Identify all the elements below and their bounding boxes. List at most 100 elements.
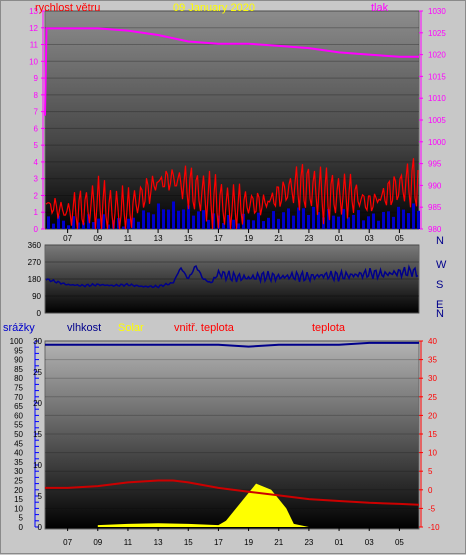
gust-base-bar xyxy=(417,210,420,229)
x-tick-label: 15 xyxy=(184,538,193,547)
humidity-tick-label: 40 xyxy=(14,449,23,458)
x-tick-label: 09 xyxy=(93,234,102,243)
gust-base-bar xyxy=(412,203,415,229)
temperature-tick-label: 30 xyxy=(428,374,437,383)
direction-tick-label: 90 xyxy=(32,292,41,301)
gust-base-bar xyxy=(152,214,155,229)
y-tick-label-left: 0 xyxy=(34,225,39,234)
humidity-tick-label: 50 xyxy=(14,430,23,439)
x-tick-label: 17 xyxy=(214,538,223,547)
gust-base-bar xyxy=(57,215,60,229)
humidity-tick-label: 0 xyxy=(19,523,24,532)
gust-base-bar xyxy=(272,211,275,229)
gust-base-bar xyxy=(107,224,110,229)
y-tick-label-right: 1020 xyxy=(428,51,446,60)
pressure-line xyxy=(44,27,419,116)
y-tick-label-left: 6 xyxy=(34,124,39,133)
x-tick-label: 15 xyxy=(184,234,193,243)
humidity-tick-label: 45 xyxy=(14,439,23,448)
gust-base-bar xyxy=(367,216,370,229)
compass-direction-label: E xyxy=(436,299,443,311)
gust-base-bar xyxy=(72,216,75,229)
y-tick-label-left: 10 xyxy=(29,57,38,66)
x-tick-label: 23 xyxy=(304,538,313,547)
direction-tick-label: 360 xyxy=(28,241,42,250)
wind-speed-line xyxy=(45,158,419,230)
gust-base-bar xyxy=(257,212,260,229)
x-tick-label: 07 xyxy=(63,538,72,547)
y-tick-label-left: 12 xyxy=(29,24,38,33)
humidity-tick-label: 95 xyxy=(14,346,23,355)
gust-base-bar xyxy=(327,209,330,229)
x-tick-label: 11 xyxy=(124,538,133,547)
gust-base-bar xyxy=(287,208,290,229)
y-tick-label-right: 985 xyxy=(428,203,442,212)
temperature-tick-label: -5 xyxy=(428,504,436,513)
rain-tick-label: 25 xyxy=(33,368,42,377)
y-tick-label-right: 995 xyxy=(428,160,442,169)
temperature-tick-label: 25 xyxy=(428,393,437,402)
gust-base-bar xyxy=(177,210,180,229)
wind-speed-label: rychlost větru xyxy=(35,2,100,14)
temperature-line xyxy=(45,479,420,506)
chart-date-title: 09 January 2020 xyxy=(173,2,255,14)
gust-base-bar xyxy=(337,216,340,229)
y-tick-label-right: 1025 xyxy=(428,29,446,38)
x-tick-label: 23 xyxy=(304,234,313,243)
gust-base-bar xyxy=(237,223,240,229)
humidity-tick-label: 35 xyxy=(14,458,23,467)
gust-base-bar xyxy=(202,210,205,229)
gust-base-bar xyxy=(277,218,280,229)
x-tick-label: 01 xyxy=(335,538,344,547)
y-tick-label-left: 2 xyxy=(34,191,39,200)
wind-pressure-panel: 0123456789101112139809859909951000100510… xyxy=(29,2,446,243)
gust-base-bar xyxy=(167,209,170,229)
x-tick-label: 19 xyxy=(244,234,253,243)
x-tick-label: 19 xyxy=(244,538,253,547)
y-tick-label-right: 1015 xyxy=(428,72,446,81)
temperature-tick-label: 20 xyxy=(428,411,437,420)
y-tick-label-left: 7 xyxy=(34,108,39,117)
humidity-tick-label: 15 xyxy=(14,495,23,504)
gust-base-bar xyxy=(122,226,125,229)
gust-base-bar xyxy=(87,214,90,229)
gust-base-bar xyxy=(162,209,165,229)
y-tick-label-left: 5 xyxy=(34,141,39,150)
gust-base-bar xyxy=(362,220,365,229)
y-tick-label-left: 11 xyxy=(30,41,39,50)
gust-base-bar xyxy=(187,205,190,229)
gust-base-bar xyxy=(192,215,195,229)
gust-base-bar xyxy=(292,215,295,229)
gust-base-bar xyxy=(247,219,250,229)
gust-base-bar xyxy=(232,219,235,229)
temperature-tick-label: 40 xyxy=(428,337,437,346)
gust-base-bar xyxy=(382,211,385,229)
temperature-tick-label: -10 xyxy=(428,523,440,532)
x-tick-label: 03 xyxy=(365,538,374,547)
gust-base-bar xyxy=(147,212,150,229)
solar-area xyxy=(97,483,309,527)
humidity-tick-label: 90 xyxy=(14,356,23,365)
humidity-tick-label: 5 xyxy=(19,514,24,523)
indoor-temperature-label: vnitř. teplota xyxy=(174,322,235,334)
gust-base-bar xyxy=(372,213,375,229)
gust-base-bar xyxy=(82,222,85,229)
rain-tick-label: 20 xyxy=(33,399,42,408)
gust-base-bar xyxy=(387,211,390,229)
gust-base-bar xyxy=(227,214,230,229)
gust-base-bar xyxy=(407,213,410,229)
gust-base-bar xyxy=(142,210,145,229)
gust-base-bar xyxy=(207,219,210,229)
gust-base-bar xyxy=(102,214,105,229)
wind-pressure-grid xyxy=(45,10,419,230)
gust-base-bar xyxy=(342,208,345,229)
rain-tick-label: 30 xyxy=(33,337,42,346)
humidity-temperature-axes: 0510152025303540455055606570758085909510… xyxy=(10,337,440,547)
rain-tick-label: 0 xyxy=(38,523,43,532)
gust-base-bar xyxy=(377,220,380,229)
y-tick-label-right: 1030 xyxy=(428,7,446,16)
humidity-tick-label: 65 xyxy=(14,402,23,411)
gust-base-bar xyxy=(392,216,395,229)
gust-base-bar xyxy=(97,218,100,229)
